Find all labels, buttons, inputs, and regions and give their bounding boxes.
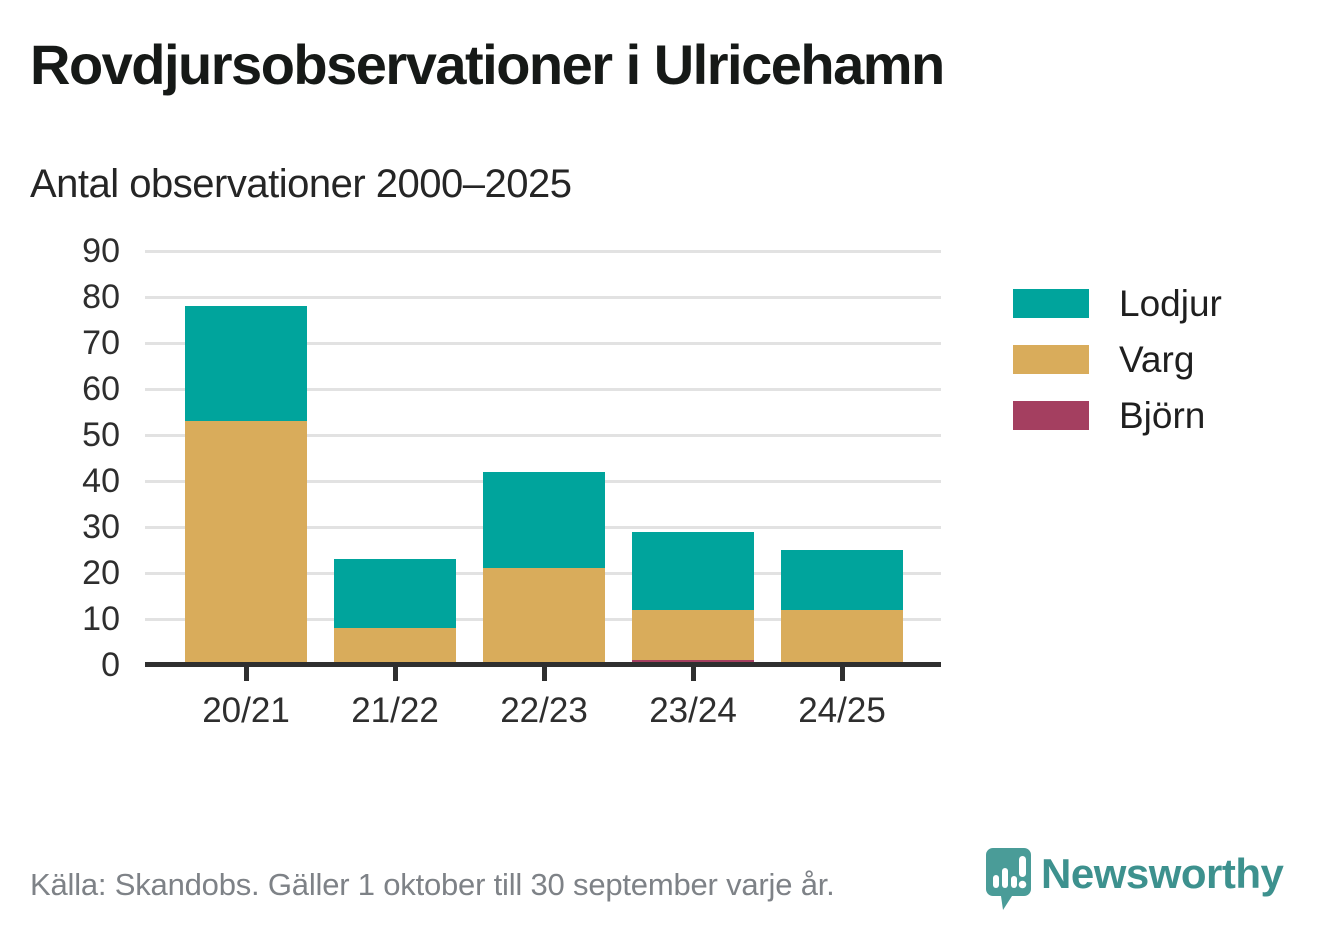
y-axis-tick-label: 20 (82, 554, 120, 592)
newsworthy-logo: Newsworthy (984, 846, 1284, 914)
x-axis-line (145, 662, 941, 667)
legend-label: Björn (1119, 395, 1206, 436)
chart-title: Rovdjursobservationer i Ulricehamn (30, 33, 945, 96)
bar-segment-varg-20-21 (185, 421, 307, 665)
x-axis-label: 24/25 (798, 691, 886, 730)
legend-row-lodjur: Lodjur (1013, 283, 1222, 324)
legend-label: Lodjur (1119, 283, 1222, 324)
gridline (145, 387, 941, 391)
y-axis-tick-label: 10 (82, 600, 120, 638)
y-axis-tick-label: 40 (82, 462, 120, 500)
source-note: Källa: Skandobs. Gäller 1 oktober till 3… (30, 867, 835, 902)
gridline (145, 295, 941, 299)
y-axis-tick-label: 70 (82, 324, 120, 362)
x-axis-label: 21/22 (351, 691, 439, 730)
x-axis-tick (243, 667, 249, 681)
x-axis-label: 22/23 (500, 691, 588, 730)
legend-row-varg: Varg (1013, 339, 1222, 380)
bar-segment-lodjur-20-21 (185, 306, 307, 422)
y-axis-tick-label: 90 (82, 232, 120, 270)
y-axis-tick-label: 0 (101, 646, 120, 684)
x-axis-tick (690, 667, 696, 681)
x-axis-label: 20/21 (202, 691, 290, 730)
legend-swatch-lodjur (1013, 289, 1089, 318)
gridline (145, 249, 941, 253)
legend-label: Varg (1119, 339, 1195, 380)
legend-swatch-björn (1013, 401, 1089, 430)
legend-swatch-varg (1013, 345, 1089, 374)
x-axis-tick (541, 667, 547, 681)
bar-segment-lodjur-23-24 (632, 531, 754, 610)
x-axis-tick (392, 667, 398, 681)
bar-segment-lodjur-24-25 (781, 550, 903, 610)
bar-segment-varg-24-25 (781, 609, 903, 665)
bar-segment-lodjur-22-23 (483, 471, 605, 569)
bar-segment-lodjur-21-22 (334, 559, 456, 629)
bar-segment-varg-23-24 (632, 609, 754, 661)
y-axis-tick-label: 80 (82, 278, 120, 316)
legend-row-björn: Björn (1013, 395, 1222, 436)
y-axis-tick-label: 50 (82, 416, 120, 454)
x-axis-tick (839, 667, 845, 681)
y-axis-tick-label: 30 (82, 508, 120, 546)
y-axis-tick-label: 60 (82, 370, 120, 408)
newsworthy-wordmark: Newsworthy (1041, 850, 1284, 897)
x-axis-label: 23/24 (649, 691, 737, 730)
bar-segment-varg-22-23 (483, 568, 605, 665)
gridline (145, 341, 941, 345)
gridline (145, 433, 941, 437)
legend: Lodjur Varg Björn (1013, 283, 1222, 436)
chart-subtitle: Antal observationer 2000–2025 (30, 162, 572, 206)
bar-segment-varg-21-22 (334, 628, 456, 665)
newsworthy-logo-icon (986, 848, 1031, 910)
